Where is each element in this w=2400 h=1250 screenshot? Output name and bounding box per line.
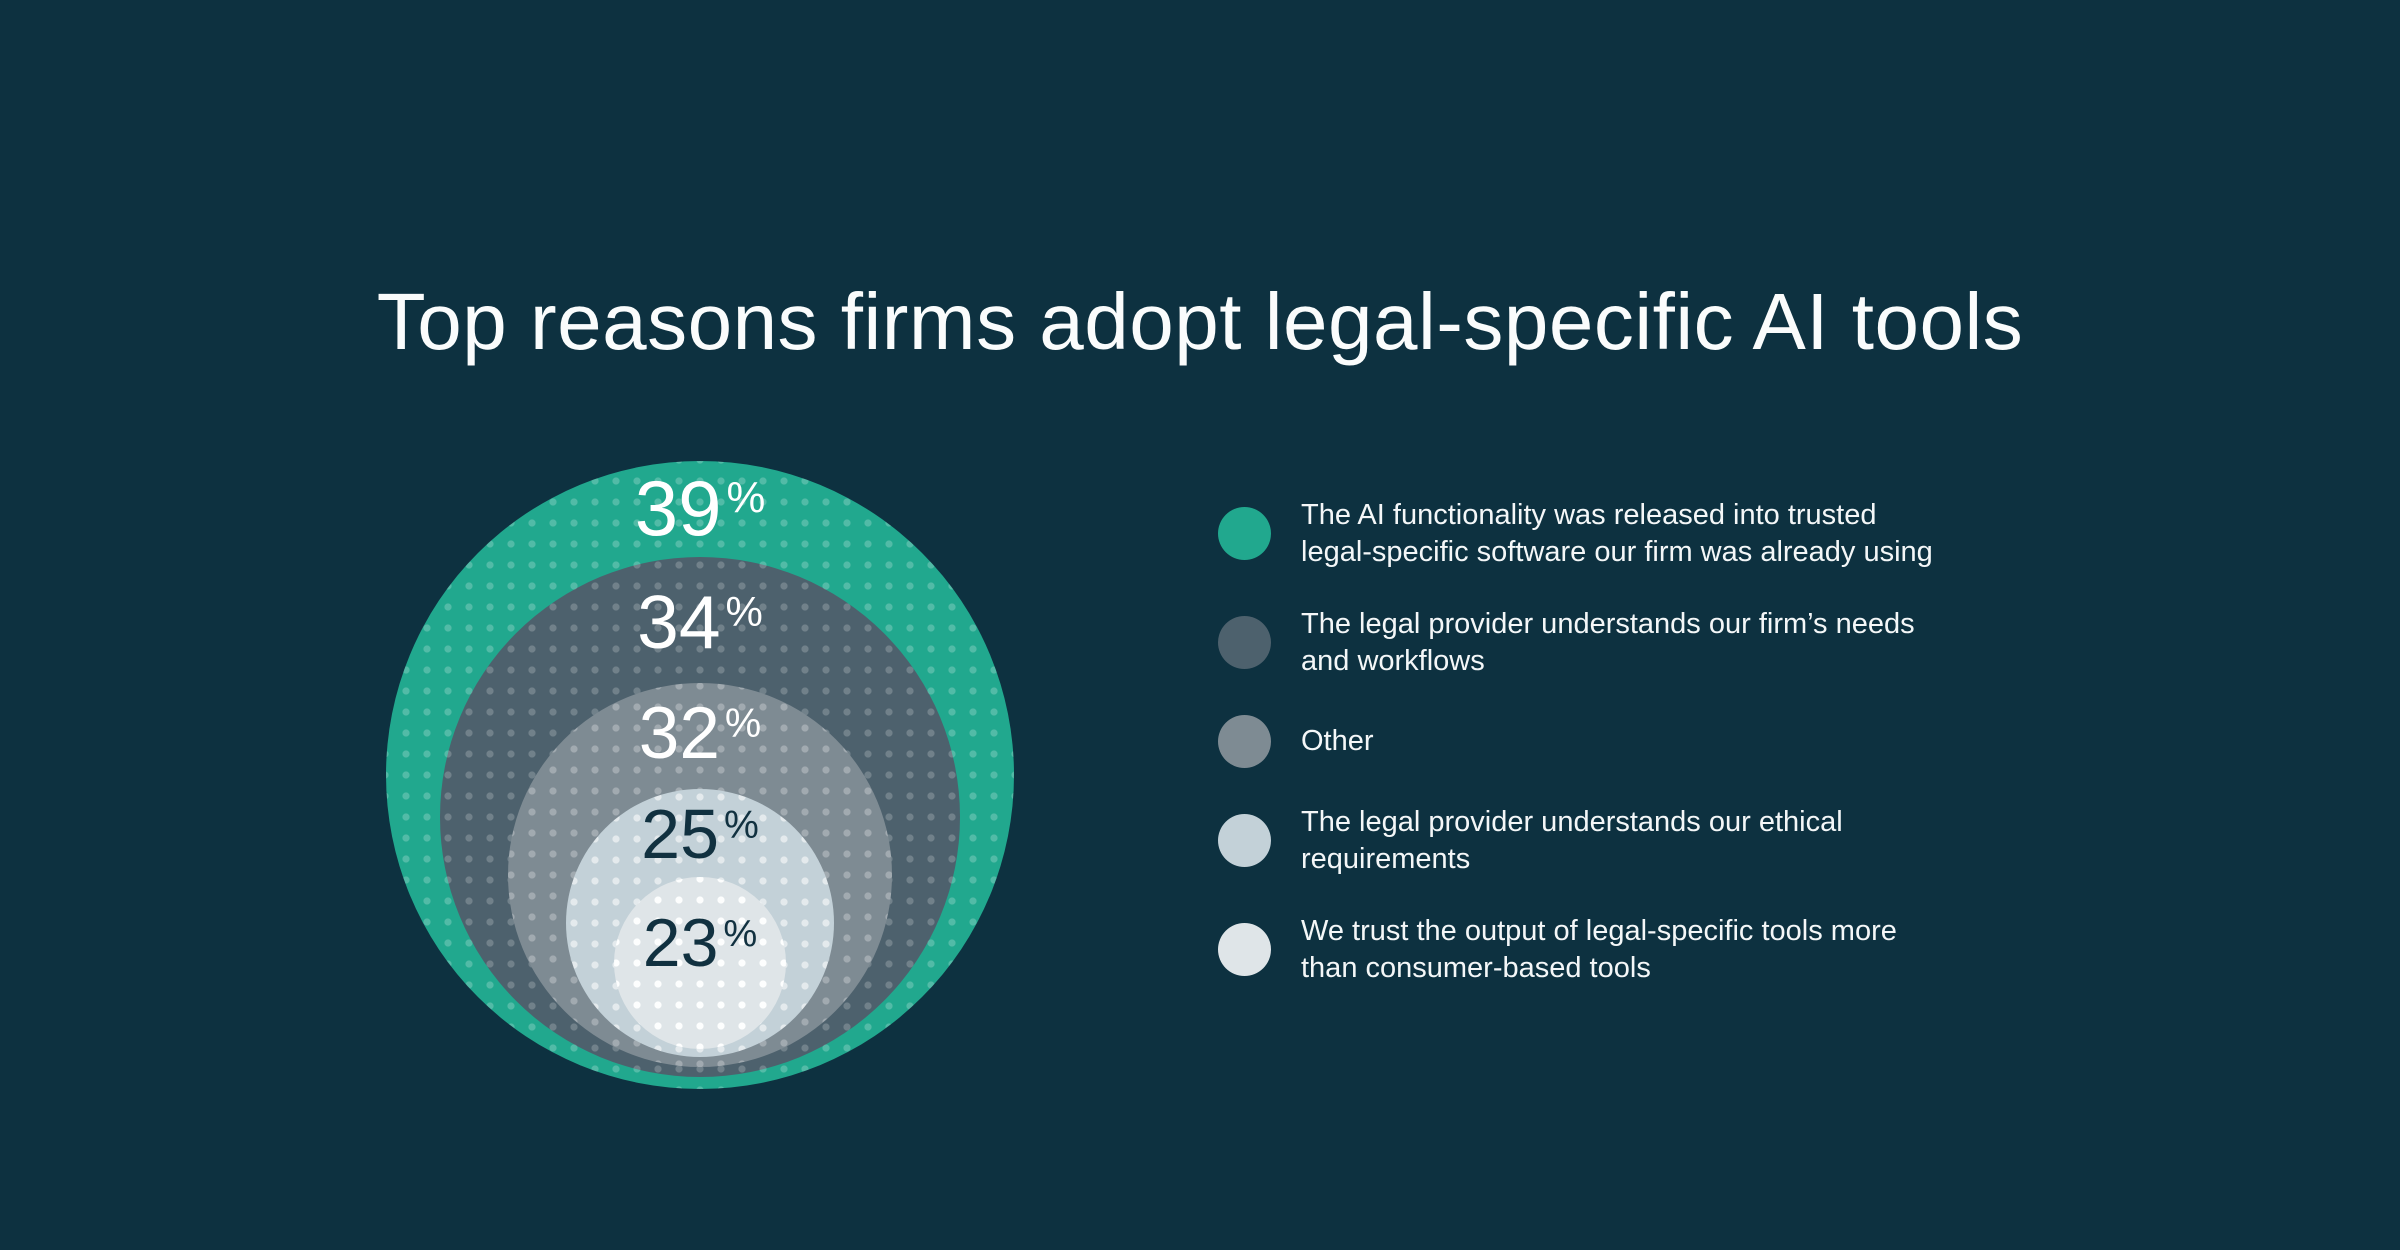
value-label-rank-3: 32% [639, 697, 762, 770]
value-label-rank-4: 25% [641, 799, 759, 869]
legend-label-1: The AI functionality was released into t… [1301, 497, 1933, 570]
legend-label-line: Other [1301, 725, 1374, 758]
legend-label-line: legal-specific software our firm was alr… [1301, 535, 1933, 568]
value-label-rank-5: 23% [643, 909, 758, 977]
legend-item-1: The AI functionality was released into t… [1218, 497, 2018, 570]
legend-label-line: and workflows [1301, 644, 1485, 677]
legend-label-line: than consumer-based tools [1301, 951, 1651, 984]
legend-swatch-1 [1218, 507, 1271, 561]
legend-label-4: The legal provider understands our ethic… [1301, 804, 1843, 877]
value-number: 23 [642, 905, 719, 981]
value-number: 34 [637, 580, 721, 664]
legend-item-3: Other [1218, 715, 2018, 769]
nested-circle-chart: 39% 34% 32% 25% 23% [386, 461, 1014, 1089]
legend-label-line: The AI functionality was released into t… [1301, 499, 1877, 531]
page-title: Top reasons firms adopt legal-specific A… [376, 276, 2024, 366]
percent-sign: % [726, 473, 766, 523]
legend-item-5: We trust the output of legal-specific to… [1218, 913, 2018, 986]
value-number: 39 [634, 464, 722, 552]
legend-label-3: Other [1301, 723, 1374, 760]
legend-swatch-2 [1218, 616, 1271, 670]
legend-swatch-3 [1218, 715, 1271, 769]
percent-sign: % [724, 699, 762, 746]
legend-item-2: The legal provider understands our firm’… [1218, 606, 2018, 679]
legend-label-line: The legal provider understands our ethic… [1301, 806, 1843, 839]
percent-sign: % [723, 913, 758, 956]
value-number: 32 [638, 693, 720, 774]
legend: The AI functionality was released into t… [1218, 497, 2018, 986]
legend-swatch-4 [1218, 814, 1271, 868]
percent-sign: % [724, 803, 759, 847]
legend-swatch-5 [1218, 923, 1271, 977]
legend-label-2: The legal provider understands our firm’… [1301, 606, 1915, 679]
bubble-rank-5 [614, 877, 786, 1049]
value-label-rank-2: 34% [637, 585, 763, 660]
legend-label-5: We trust the output of legal-specific to… [1301, 913, 1897, 986]
legend-item-4: The legal provider understands our ethic… [1218, 804, 2018, 877]
legend-label-line: The legal provider understands our firm’… [1301, 608, 1915, 641]
legend-label-line: We trust the output of legal-specific to… [1301, 915, 1897, 948]
value-label-rank-1: 39% [635, 469, 766, 547]
value-number: 25 [641, 795, 720, 873]
legend-label-line: requirements [1301, 842, 1471, 875]
percent-sign: % [725, 588, 763, 636]
